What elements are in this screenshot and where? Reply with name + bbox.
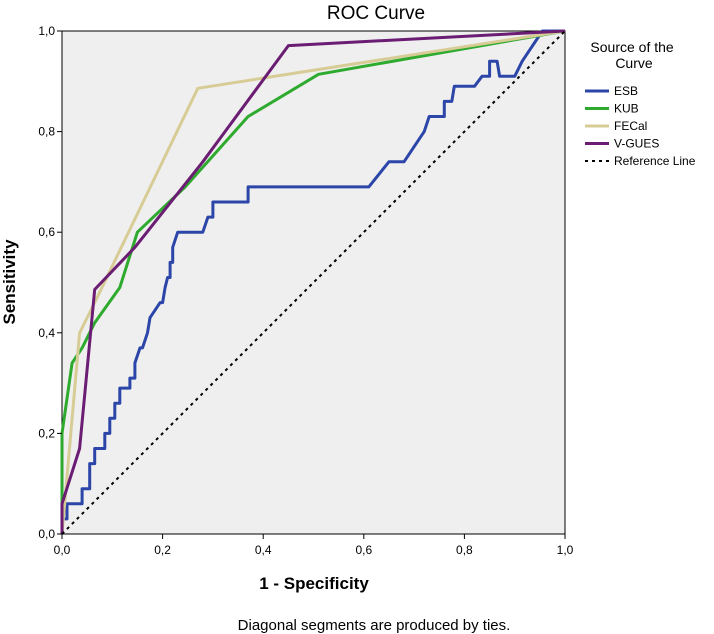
legend-label-kub: KUB: [614, 102, 639, 116]
legend-label-esb: ESB: [614, 84, 638, 98]
y-tick-label: 0,4: [38, 326, 55, 340]
x-tick-label: 0,4: [255, 543, 272, 557]
x-tick-label: 1,0: [557, 543, 574, 557]
y-tick-label: 0,0: [38, 527, 55, 541]
footnote: Diagonal segments are produced by ties.: [238, 617, 511, 634]
chart-title: ROC Curve: [327, 3, 425, 24]
y-axis: 0,0 0,2 0,4 0,6 0,8 1,0: [38, 24, 62, 541]
series-line-kub: [60, 29, 566, 534]
x-axis-label: 1 - Specificity: [259, 574, 369, 593]
legend: Source of the Curve ESB KUB FECal V-GUES Ref…: [585, 39, 696, 168]
x-axis: 0,0 0,2 0,4 0,6 0,8 1,0: [54, 534, 574, 557]
series-layer: [60, 29, 566, 535]
x-tick-label: 0,2: [154, 543, 171, 557]
legend-title-line1: Source of the: [590, 39, 673, 55]
x-tick-label: 0,6: [355, 543, 372, 557]
y-tick-label: 0,8: [38, 125, 55, 139]
x-tick-label: 0,0: [54, 543, 71, 557]
legend-label-reference-line: Reference Line: [614, 154, 696, 168]
legend-title: Source of the Curve: [590, 39, 677, 71]
x-tick-label: 0,8: [456, 543, 473, 557]
y-axis-label: Sensitivity: [0, 239, 19, 325]
plot-area: [61, 30, 566, 535]
y-tick-label: 0,2: [38, 426, 55, 440]
series-line-v-gues: [60, 29, 566, 534]
legend-title-line2: Curve: [615, 55, 653, 71]
y-tick-label: 0,6: [38, 225, 55, 239]
legend-items: ESB KUB FECal V-GUES Reference Line: [585, 84, 696, 168]
series-line-esb: [60, 29, 565, 534]
y-tick-label: 1,0: [38, 24, 55, 38]
legend-label-fecal: FECal: [614, 119, 647, 133]
legend-label-v-gues: V-GUES: [614, 137, 659, 151]
